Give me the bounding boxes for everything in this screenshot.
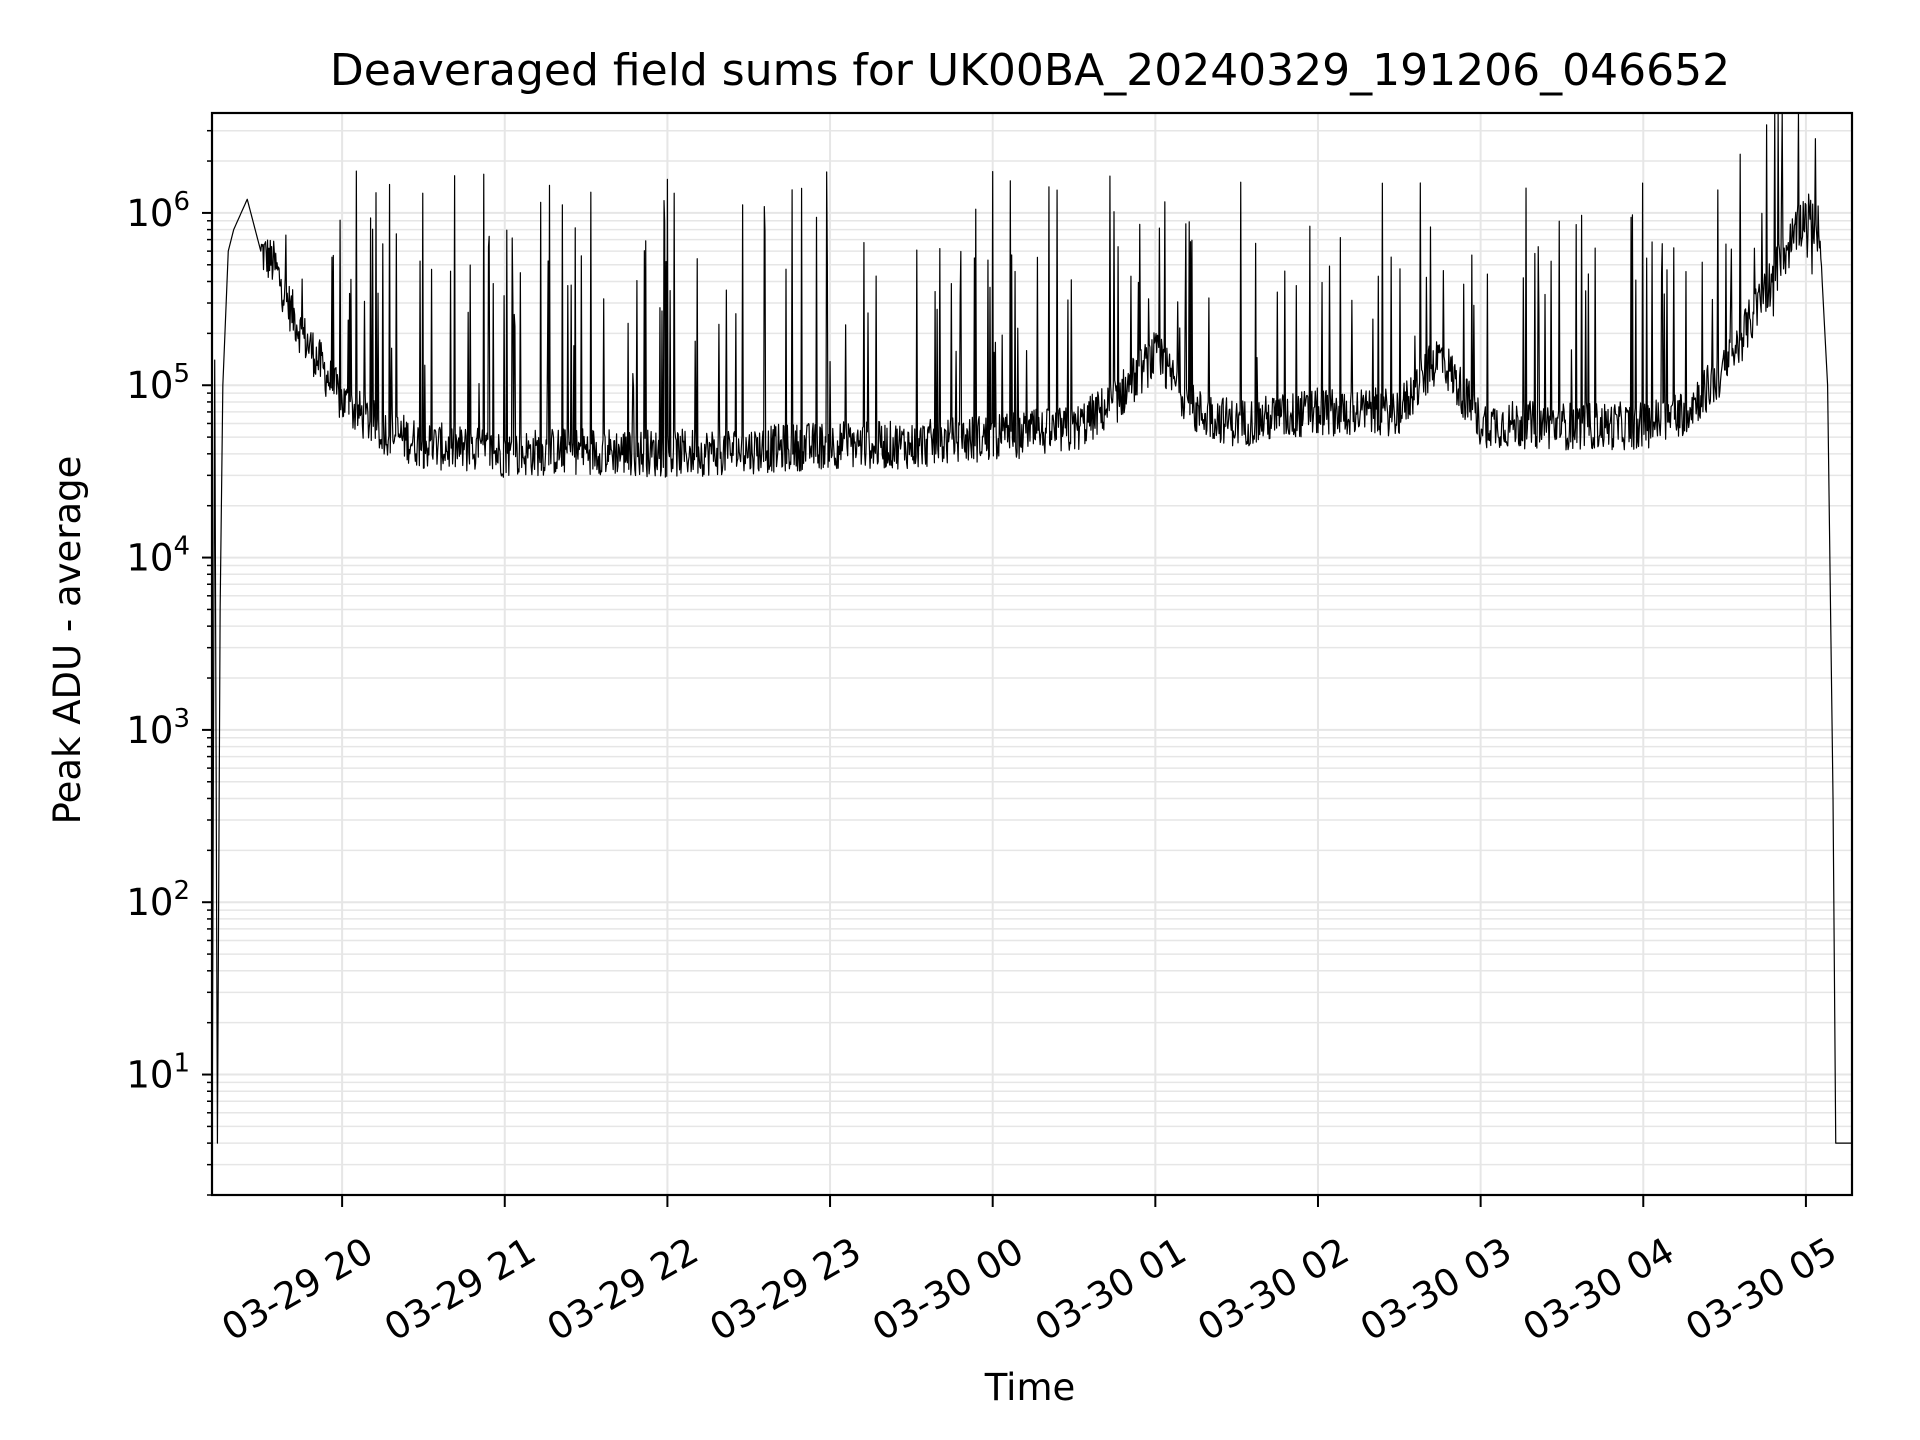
series-line	[211, 112, 1852, 1196]
y-tick-label: 101	[126, 1049, 190, 1097]
x-tick-label: 03-29 20	[215, 1229, 381, 1349]
x-tick-label: 03-29 21	[377, 1229, 543, 1349]
plot-area	[211, 112, 1852, 1196]
y-tick-label: 102	[126, 876, 190, 924]
y-tick-label: 103	[126, 704, 190, 752]
y-tick-label: 105	[126, 359, 190, 407]
y-axis-label: Peak ADU - average	[46, 456, 89, 825]
chart-title: Deaveraged field sums for UK00BA_2024032…	[330, 45, 1730, 96]
x-tick-label: 03-30 02	[1191, 1229, 1357, 1349]
y-tick-label: 104	[126, 532, 190, 580]
x-axis-label: Time	[984, 1366, 1076, 1409]
x-tick-label: 03-29 23	[703, 1229, 869, 1349]
x-tick-label: 03-30 00	[865, 1229, 1031, 1349]
x-tick-label: 03-30 01	[1028, 1229, 1194, 1349]
x-tick-label: 03-30 03	[1353, 1229, 1519, 1349]
x-tick-label: 03-29 22	[540, 1229, 706, 1349]
x-tick-label: 03-30 05	[1678, 1229, 1844, 1349]
y-tick-label: 106	[126, 187, 190, 235]
grid	[212, 113, 1852, 1196]
axes-frame	[210, 111, 1854, 1197]
x-tick-label: 03-30 04	[1516, 1229, 1682, 1349]
